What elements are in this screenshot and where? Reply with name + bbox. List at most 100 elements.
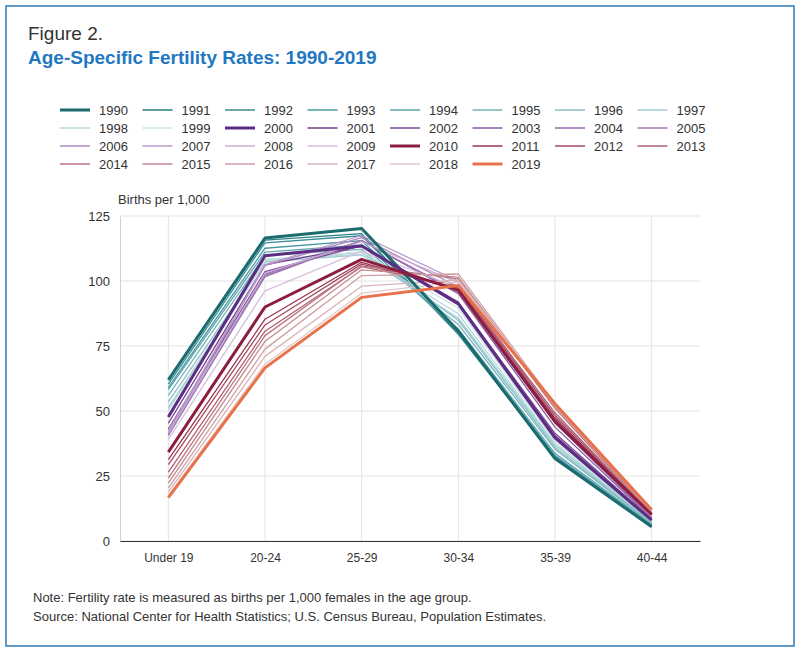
y-tick: 100 <box>88 274 120 289</box>
legend-swatch <box>473 127 503 129</box>
legend-label: 2012 <box>594 139 623 154</box>
legend-swatch <box>225 145 255 147</box>
y-tick-label: 25 <box>96 469 110 484</box>
legend-label: 2006 <box>99 139 128 154</box>
source: Source: National Center for Health Stati… <box>33 609 546 624</box>
legend-label: 2018 <box>429 157 458 172</box>
x-tick: 40-44 <box>637 541 668 565</box>
legend-swatch <box>225 109 255 111</box>
y-tick: 0 <box>103 534 120 549</box>
legend-swatch <box>473 109 503 111</box>
legend-swatch <box>143 127 173 129</box>
series-line <box>168 228 651 526</box>
legend-swatch <box>60 163 90 165</box>
x-tick: 20-24 <box>250 541 281 565</box>
legend-swatch <box>60 145 90 147</box>
y-tick: 25 <box>96 469 120 484</box>
series-line <box>168 245 651 525</box>
y-tick-label: 50 <box>96 404 110 419</box>
legend-swatch <box>555 127 585 129</box>
x-tick: Under 19 <box>144 541 194 565</box>
x-tick-label: Under 19 <box>144 551 194 565</box>
y-tick: 50 <box>96 404 120 419</box>
series-line <box>168 285 651 509</box>
y-tick: 75 <box>96 339 120 354</box>
x-axis: Under 19 20-24 25-29 30-34 35-39 40-44 <box>121 541 701 565</box>
x-tick-label: 30-34 <box>443 551 474 565</box>
legend-swatch <box>473 163 503 166</box>
legend-swatch <box>308 163 338 165</box>
series-line <box>168 241 651 525</box>
legend-label: 2001 <box>347 121 376 136</box>
x-tick-label: 20-24 <box>250 551 281 565</box>
legend-label: 2016 <box>264 157 293 172</box>
legend-label: 1996 <box>594 103 623 118</box>
legend-swatch <box>555 145 585 147</box>
legend-label: 1991 <box>182 103 211 118</box>
legend-swatch <box>638 127 668 129</box>
y-tick-label: 100 <box>88 274 110 289</box>
legend-label: 2000 <box>264 121 293 136</box>
frame <box>6 6 794 646</box>
y-axis: 0 25 50 75 100 125 <box>88 209 120 549</box>
legend-swatch <box>390 163 420 165</box>
x-tick-label: 35-39 <box>540 551 571 565</box>
legend-swatch <box>473 145 503 147</box>
legend-swatch <box>638 109 668 111</box>
x-tick: 30-34 <box>443 541 474 565</box>
legend-label: 1990 <box>99 103 128 118</box>
series-line <box>168 246 651 520</box>
legend-label: 1993 <box>347 103 376 118</box>
legend-swatch <box>390 145 420 148</box>
legend-label: 2013 <box>677 139 706 154</box>
legend-swatch <box>308 145 338 147</box>
series-line <box>168 246 651 520</box>
y-tick-label: 75 <box>96 339 110 354</box>
y-tick-label: 0 <box>103 534 110 549</box>
title: Age-Specific Fertility Rates: 1990-2019 <box>28 47 377 68</box>
legend-swatch <box>308 127 338 129</box>
series-line <box>168 246 651 520</box>
y-axis-line <box>120 217 121 542</box>
legend-label: 2003 <box>512 121 541 136</box>
legend-label: 2002 <box>429 121 458 136</box>
legend-swatch <box>390 109 420 111</box>
legend-label: 1997 <box>677 103 706 118</box>
legend-swatch <box>60 109 90 112</box>
y-tick: 125 <box>88 209 120 224</box>
grid-line <box>120 541 700 542</box>
legend-label: 1999 <box>182 121 211 136</box>
legend-swatch <box>308 109 338 111</box>
y-tick-label: 125 <box>88 209 110 224</box>
legend-label: 2014 <box>99 157 128 172</box>
legend-swatch <box>555 109 585 111</box>
grid <box>120 216 700 541</box>
legend-label: 2019 <box>512 157 541 172</box>
lines <box>168 228 651 526</box>
legend-swatch <box>143 109 173 111</box>
legend-label: 2005 <box>677 121 706 136</box>
note: Note: Fertility rate is measured as birt… <box>33 590 472 605</box>
legend-swatch <box>390 127 420 129</box>
legend-label: 2017 <box>347 157 376 172</box>
y-axis-title: Births per 1,000 <box>118 192 210 207</box>
x-tick-label: 25-29 <box>347 551 378 565</box>
legend-swatch <box>143 163 173 165</box>
series-line <box>168 252 651 522</box>
legend-swatch <box>638 145 668 147</box>
legend: 1990199119921993199419951996199719981999… <box>60 103 705 172</box>
grid-line <box>555 216 556 541</box>
series-line <box>168 259 651 514</box>
legend-label: 2008 <box>264 139 293 154</box>
grid-line <box>120 411 700 412</box>
legend-label: 2010 <box>429 139 458 154</box>
legend-swatch <box>143 145 173 147</box>
legend-label: 1995 <box>512 103 541 118</box>
legend-label: 2015 <box>182 157 211 172</box>
x-tick: 25-29 <box>347 541 378 565</box>
legend-swatch <box>225 127 255 130</box>
legend-label: 2007 <box>182 139 211 154</box>
chart: Figure 2.Age-Specific Fertility Rates: 1… <box>0 0 800 652</box>
legend-label: 1994 <box>429 103 458 118</box>
grid-line <box>458 216 459 541</box>
